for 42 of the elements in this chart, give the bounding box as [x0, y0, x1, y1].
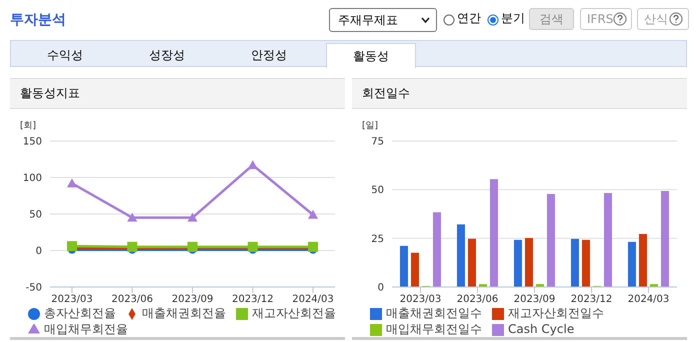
x-tick-label: 2023/03 — [51, 294, 93, 306]
text: 산식 — [637, 8, 689, 30]
x-tick-label: 2023/03 — [400, 294, 442, 306]
y-tick-label: 75 — [371, 136, 384, 148]
legend-label: 매입채무회전율 — [44, 322, 128, 336]
text: 검색 — [529, 8, 574, 30]
y-tick-label: -50 — [26, 282, 42, 294]
y-axis-title: [회] — [20, 120, 36, 132]
legend-label: 총자산회전율 — [44, 306, 116, 320]
legend-label: 매입채무회전일수 — [386, 322, 482, 336]
text: 투자분석 — [10, 11, 66, 29]
y-tick-label: 50 — [371, 185, 384, 196]
y-axis-title: [일] — [362, 120, 378, 132]
x-tick-label: 2024/03 — [292, 294, 334, 306]
text: 활동성 — [326, 43, 416, 68]
y-tick-label: 50 — [29, 210, 42, 221]
text: IFRS — [580, 8, 632, 30]
chart-title: 회전일수 — [352, 79, 687, 109]
x-tick-label: 2023/09 — [172, 294, 214, 306]
x-tick-label: 2023/06 — [456, 294, 498, 306]
text: 분기 — [501, 10, 525, 27]
text: 성장성 — [148, 47, 186, 64]
text: 수익성 — [46, 47, 84, 64]
legend-label: 재고자산회전율 — [252, 306, 336, 320]
x-tick-label: 2024/03 — [628, 294, 670, 306]
y-tick-label: 25 — [371, 234, 384, 245]
legend-label: Cash Cycle — [508, 322, 574, 336]
chart-title: 활동성지표 — [10, 79, 345, 109]
x-tick-label: 2023/06 — [111, 294, 154, 306]
legend-label: 재고자산회전일수 — [508, 306, 604, 320]
text: 연간 — [457, 10, 481, 27]
x-tick-label: 2023/12 — [570, 294, 612, 306]
x-tick-label: 2023/12 — [232, 294, 274, 306]
y-tick-label: 0 — [36, 246, 42, 258]
legend-label: 매출채권회전일수 — [386, 306, 482, 320]
text: 안정성 — [250, 47, 288, 64]
y-tick-label: 0 — [378, 282, 384, 294]
legend-label: 매출채권회전율 — [142, 306, 226, 320]
y-tick-label: 100 — [22, 173, 42, 184]
y-tick-label: 150 — [22, 136, 42, 148]
x-tick-label: 2023/09 — [514, 294, 556, 306]
text: 주재무제표 — [329, 8, 437, 32]
